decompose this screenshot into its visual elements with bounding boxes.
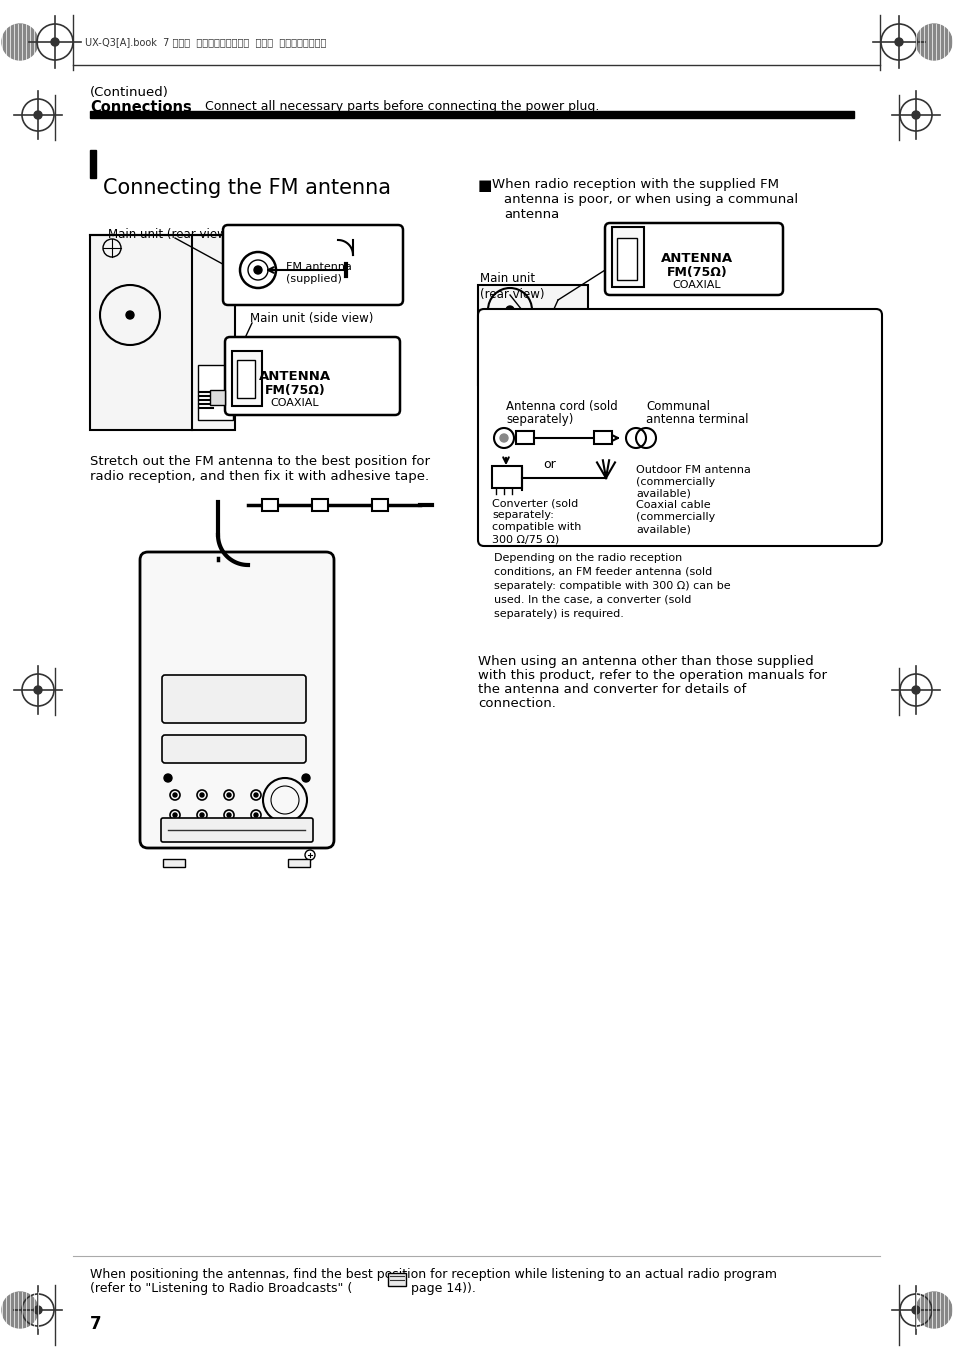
Text: Coaxial cable: Coaxial cable xyxy=(636,500,710,509)
Circle shape xyxy=(2,1292,38,1328)
Text: When positioning the antennas, find the best position for reception while listen: When positioning the antennas, find the … xyxy=(90,1269,776,1281)
Circle shape xyxy=(126,311,133,319)
FancyBboxPatch shape xyxy=(162,676,306,723)
Circle shape xyxy=(911,1306,919,1315)
Text: When radio reception with the supplied FM: When radio reception with the supplied F… xyxy=(492,178,779,190)
Text: COAXIAL: COAXIAL xyxy=(271,399,319,408)
Text: 7: 7 xyxy=(90,1315,102,1333)
Bar xyxy=(210,390,225,405)
Circle shape xyxy=(51,38,59,46)
Bar xyxy=(312,499,328,511)
Circle shape xyxy=(499,434,507,442)
Bar xyxy=(617,238,637,280)
FancyBboxPatch shape xyxy=(604,223,782,295)
Bar xyxy=(236,359,254,399)
Text: Stretch out the FM antenna to the best position for: Stretch out the FM antenna to the best p… xyxy=(90,455,430,467)
Text: COAXIAL: COAXIAL xyxy=(672,280,720,290)
Text: 300 Ω/75 Ω): 300 Ω/75 Ω) xyxy=(492,534,558,544)
Circle shape xyxy=(34,686,42,694)
Circle shape xyxy=(894,38,902,46)
FancyBboxPatch shape xyxy=(223,226,402,305)
Circle shape xyxy=(34,1306,42,1315)
Text: Main unit
(rear view): Main unit (rear view) xyxy=(479,272,544,301)
Text: Main unit (side view): Main unit (side view) xyxy=(636,226,759,239)
Text: Connections: Connections xyxy=(90,100,192,115)
Text: radio reception, and then fix it with adhesive tape.: radio reception, and then fix it with ad… xyxy=(90,470,429,484)
Text: ANTENNA: ANTENNA xyxy=(660,253,732,265)
Text: Connecting the FM antenna: Connecting the FM antenna xyxy=(103,178,391,199)
Circle shape xyxy=(172,813,177,817)
Text: FM(75Ω): FM(75Ω) xyxy=(264,384,325,397)
FancyBboxPatch shape xyxy=(477,309,882,546)
Text: Connect all necessary parts before connecting the power plug.: Connect all necessary parts before conne… xyxy=(205,100,598,113)
Circle shape xyxy=(200,813,204,817)
Text: separately): separately) xyxy=(505,413,573,426)
Circle shape xyxy=(505,305,514,313)
Circle shape xyxy=(915,1292,951,1328)
Circle shape xyxy=(200,793,204,797)
Text: or: or xyxy=(543,458,556,471)
FancyBboxPatch shape xyxy=(225,336,399,415)
Text: (commercially: (commercially xyxy=(636,477,715,486)
Circle shape xyxy=(253,266,262,274)
Text: the antenna and converter for details of: the antenna and converter for details of xyxy=(477,684,745,696)
Circle shape xyxy=(911,686,919,694)
Text: Converter (sold: Converter (sold xyxy=(492,499,578,508)
Circle shape xyxy=(164,774,172,782)
Text: connection.: connection. xyxy=(477,697,556,711)
Bar xyxy=(262,499,277,511)
Circle shape xyxy=(227,813,231,817)
Text: (commercially: (commercially xyxy=(636,512,715,521)
Circle shape xyxy=(227,793,231,797)
Circle shape xyxy=(302,774,310,782)
Text: compatible with: compatible with xyxy=(492,521,580,532)
Text: When using an antenna other than those supplied: When using an antenna other than those s… xyxy=(477,655,813,667)
Text: page 14)).: page 14)). xyxy=(407,1282,476,1296)
Text: separately:: separately: xyxy=(492,509,554,520)
Text: ANTENNA: ANTENNA xyxy=(258,370,331,382)
FancyBboxPatch shape xyxy=(140,553,334,848)
Text: Communal: Communal xyxy=(645,400,709,413)
Bar xyxy=(612,227,643,286)
Text: with this product, refer to the operation manuals for: with this product, refer to the operatio… xyxy=(477,669,826,682)
Bar xyxy=(372,499,388,511)
Text: Main unit (side view): Main unit (side view) xyxy=(250,312,373,326)
Bar xyxy=(492,466,521,488)
FancyBboxPatch shape xyxy=(162,735,306,763)
Bar xyxy=(198,365,233,420)
Text: FM(75Ω): FM(75Ω) xyxy=(666,266,726,280)
Text: Depending on the radio reception
conditions, an FM feeder antenna (sold
separate: Depending on the radio reception conditi… xyxy=(494,553,730,619)
Circle shape xyxy=(172,793,177,797)
Text: Outdoor FM antenna: Outdoor FM antenna xyxy=(636,465,750,476)
Text: antenna terminal: antenna terminal xyxy=(645,413,748,426)
Circle shape xyxy=(253,813,257,817)
FancyBboxPatch shape xyxy=(161,817,313,842)
Text: antenna: antenna xyxy=(503,208,558,222)
Bar xyxy=(232,351,262,407)
Text: antenna is poor, or when using a communal: antenna is poor, or when using a communa… xyxy=(503,193,798,205)
Bar xyxy=(288,859,310,867)
Bar xyxy=(477,285,587,385)
Text: Antenna cord (sold: Antenna cord (sold xyxy=(505,400,618,413)
Text: ■: ■ xyxy=(477,178,492,193)
Text: UX-Q3[A].book  7 ページ  ２００４年９月８日  水曜日  午前１１時１５分: UX-Q3[A].book 7 ページ ２００４年９月８日 水曜日 午前１１時１… xyxy=(85,36,326,47)
Circle shape xyxy=(911,111,919,119)
Circle shape xyxy=(2,24,38,59)
Bar xyxy=(388,1273,406,1286)
Text: FM antenna
(supplied): FM antenna (supplied) xyxy=(286,262,352,284)
FancyBboxPatch shape xyxy=(90,235,234,430)
Bar xyxy=(90,150,96,178)
Text: available): available) xyxy=(636,524,690,534)
Text: Main unit (rear view): Main unit (rear view) xyxy=(108,228,232,240)
Bar xyxy=(163,859,185,867)
Circle shape xyxy=(253,793,257,797)
Bar xyxy=(516,431,534,444)
Bar xyxy=(594,431,612,444)
Text: (refer to "Listening to Radio Broadcasts" (: (refer to "Listening to Radio Broadcasts… xyxy=(90,1282,352,1296)
Text: available): available) xyxy=(636,489,690,499)
Text: (Continued): (Continued) xyxy=(90,86,169,99)
Bar xyxy=(90,111,853,118)
Circle shape xyxy=(34,111,42,119)
Circle shape xyxy=(915,24,951,59)
